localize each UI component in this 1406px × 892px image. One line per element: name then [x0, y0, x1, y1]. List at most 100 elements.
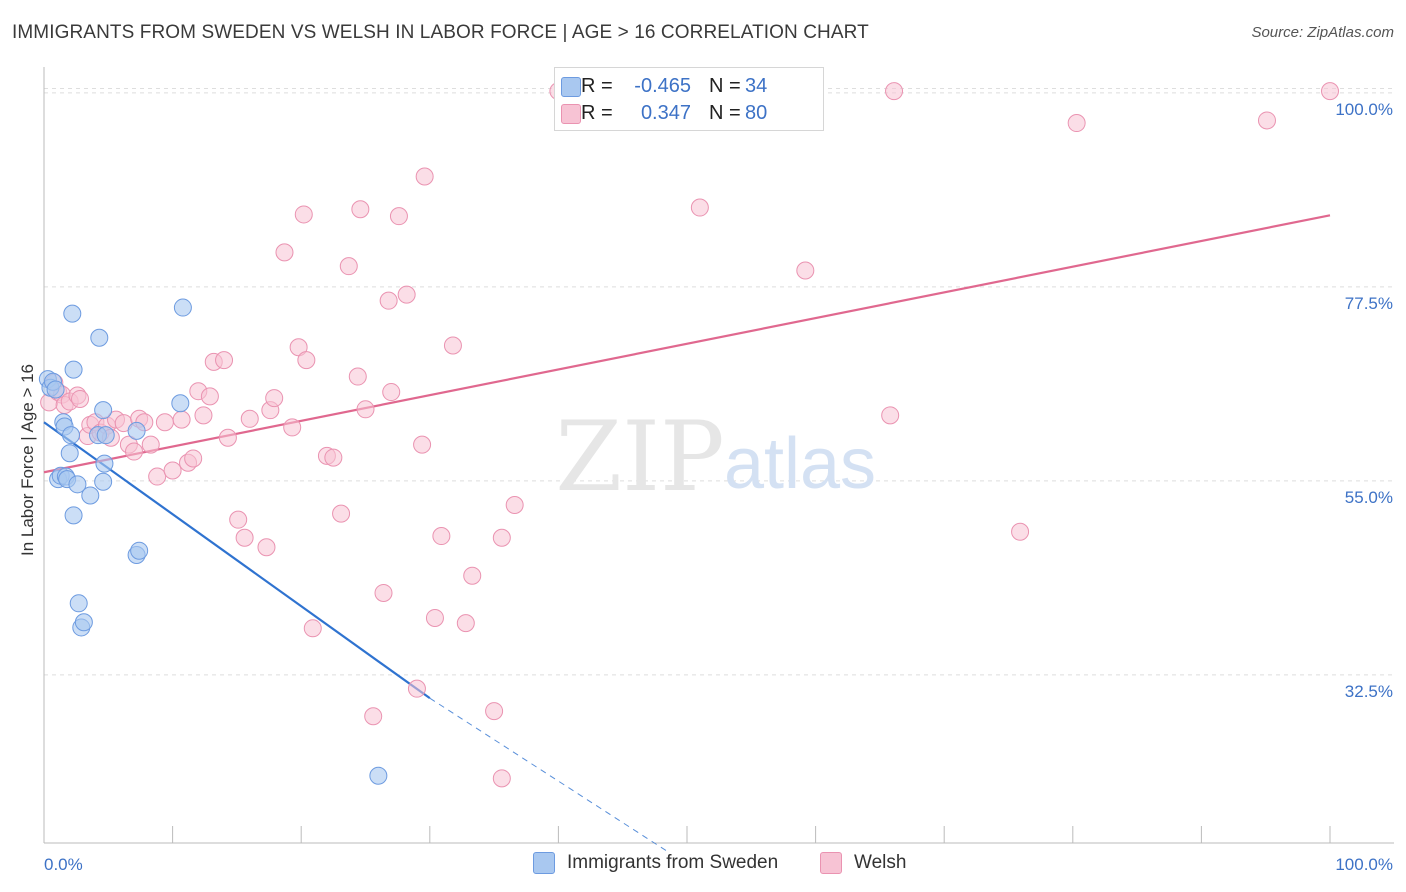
r-label: R =: [581, 101, 613, 124]
welsh-point: [374, 583, 393, 602]
n-value: 80: [745, 101, 768, 124]
sweden-legend-swatch: [533, 852, 555, 874]
sweden-legend-label: Immigrants from Sweden: [567, 852, 779, 873]
sweden-point: [130, 541, 149, 560]
sweden-point: [90, 328, 109, 347]
welsh-point: [125, 442, 144, 461]
tick-labels: 32.5% 55.0% 77.5% 100.0% 0.0% 100.0%: [44, 100, 1393, 874]
welsh-point: [397, 285, 416, 304]
watermark-zip: ZIP: [555, 401, 724, 513]
welsh-point: [332, 504, 351, 523]
grid-lines: [44, 88, 1394, 676]
welsh-legend-label: Welsh: [854, 852, 907, 873]
welsh-point: [294, 205, 313, 224]
n-label: N =: [709, 101, 741, 124]
r-value: -0.465: [634, 74, 691, 97]
x-tick-label-max: 100.0%: [1335, 855, 1393, 874]
sweden-point: [60, 444, 79, 463]
chart-title: IMMIGRANTS FROM SWEDEN VS WELSH IN LABOR…: [12, 22, 869, 43]
bottom-legend-welsh: Welsh: [820, 852, 906, 874]
sweden-point: [63, 304, 82, 323]
y-tick-label: 100.0%: [1335, 100, 1393, 119]
welsh-point: [505, 496, 524, 515]
r-label: R =: [581, 74, 613, 97]
welsh-point: [432, 527, 451, 546]
n-label: N =: [709, 74, 741, 97]
bottom-legend-sweden: Immigrants from Sweden: [533, 852, 778, 874]
welsh-point: [172, 410, 191, 429]
welsh-point: [215, 351, 234, 370]
source-label: Source: ZipAtlas.com: [1251, 24, 1394, 41]
welsh-point: [351, 200, 370, 219]
welsh-point: [229, 510, 248, 529]
welsh-point: [148, 467, 167, 486]
welsh-point: [275, 243, 294, 262]
welsh-swatch: [561, 104, 581, 124]
welsh-point: [1257, 111, 1276, 130]
welsh-point: [364, 707, 383, 726]
welsh-point: [348, 367, 367, 386]
welsh-point: [415, 167, 434, 186]
welsh-point: [492, 528, 511, 547]
axes: [43, 67, 1394, 844]
welsh-point: [324, 448, 343, 467]
y-tick-label: 77.5%: [1345, 294, 1393, 313]
legend-row-sweden: R = -0.465 N = 34: [561, 74, 768, 98]
welsh-point: [141, 435, 160, 454]
welsh-point: [71, 389, 90, 408]
sweden-point: [62, 426, 81, 445]
welsh-point: [389, 207, 408, 226]
welsh-point: [297, 351, 316, 370]
welsh-point: [339, 257, 358, 276]
sweden-point: [68, 475, 87, 494]
welsh-legend-swatch: [820, 852, 842, 874]
data-points: [38, 82, 1339, 788]
welsh-point: [283, 418, 302, 437]
sweden-trend-extension: [429, 697, 668, 853]
welsh-point: [356, 400, 375, 419]
welsh-point: [379, 291, 398, 310]
stats-legend: R = -0.465 N = 34 R = 0.347 N = 80: [554, 67, 824, 131]
sweden-swatch: [561, 77, 581, 97]
sweden-point: [69, 594, 88, 613]
welsh-point: [218, 428, 237, 447]
welsh-point: [443, 336, 462, 355]
welsh-point: [796, 261, 815, 280]
welsh-point: [240, 409, 259, 428]
welsh-point: [463, 566, 482, 585]
welsh-point: [1067, 114, 1086, 133]
welsh-point: [1321, 82, 1339, 101]
watermark-atlas: atlas: [724, 424, 876, 504]
welsh-point: [881, 406, 900, 425]
welsh-point: [235, 528, 254, 547]
sweden-point: [64, 506, 83, 525]
welsh-point: [885, 82, 904, 101]
sweden-point: [127, 421, 146, 440]
welsh-point: [456, 614, 475, 633]
r-value: 0.347: [640, 101, 691, 124]
welsh-point: [184, 449, 203, 468]
welsh-point: [425, 608, 444, 627]
watermark: ZIP atlas: [555, 401, 876, 513]
welsh-point: [492, 769, 511, 788]
sweden-point: [95, 454, 114, 473]
sweden-point: [46, 380, 65, 399]
sweden-point: [369, 766, 388, 785]
welsh-point: [690, 198, 709, 217]
welsh-point: [485, 702, 504, 721]
sweden-point: [74, 613, 93, 632]
welsh-point: [303, 619, 322, 638]
welsh-trend-line: [43, 214, 1331, 474]
x-tick-label-min: 0.0%: [44, 855, 83, 874]
sweden-point: [94, 472, 113, 491]
y-tick-label: 32.5%: [1345, 682, 1393, 701]
sweden-point: [96, 426, 115, 445]
welsh-point: [163, 461, 182, 480]
n-value: 34: [745, 74, 768, 97]
sweden-point: [64, 360, 83, 379]
welsh-point: [382, 383, 401, 402]
welsh-point: [194, 406, 213, 425]
welsh-point: [413, 435, 432, 454]
y-tick-label: 55.0%: [1345, 488, 1393, 507]
